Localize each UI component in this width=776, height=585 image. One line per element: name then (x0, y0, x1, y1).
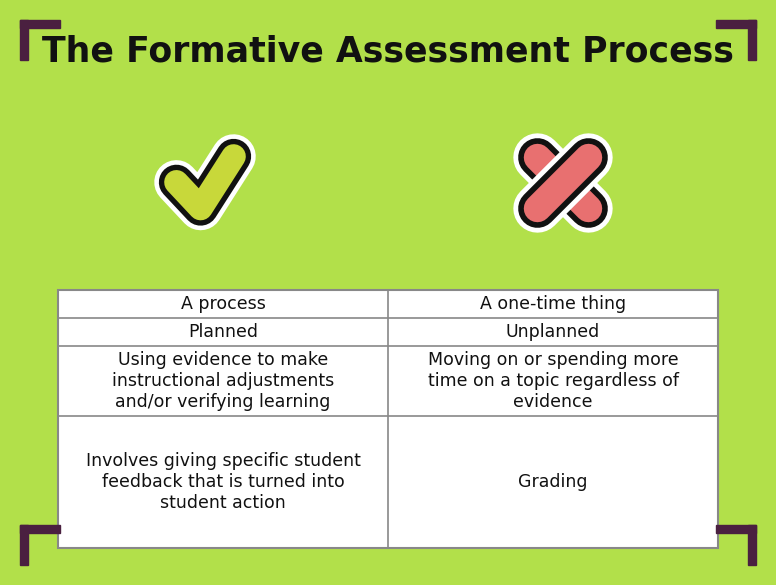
Bar (58, 290, 718, 548)
Bar (748, 525, 756, 565)
Bar (716, 525, 756, 533)
Text: A one-time thing: A one-time thing (480, 295, 626, 313)
Text: Moving on or spending more
time on a topic regardless of
evidence: Moving on or spending more time on a top… (428, 351, 678, 411)
Bar (20, 20, 28, 60)
Bar (20, 20, 60, 28)
Text: A process: A process (181, 295, 265, 313)
Text: Involves giving specific student
feedback that is turned into
student action: Involves giving specific student feedbac… (85, 452, 360, 512)
Bar (20, 525, 28, 565)
Bar (716, 20, 756, 28)
Text: Unplanned: Unplanned (506, 323, 600, 341)
Text: The Formative Assessment Process: The Formative Assessment Process (42, 35, 734, 69)
Bar (748, 20, 756, 60)
Bar (20, 525, 60, 533)
Text: Using evidence to make
instructional adjustments
and/or verifying learning: Using evidence to make instructional adj… (112, 351, 334, 411)
Text: Planned: Planned (188, 323, 258, 341)
Text: Grading: Grading (518, 473, 587, 491)
